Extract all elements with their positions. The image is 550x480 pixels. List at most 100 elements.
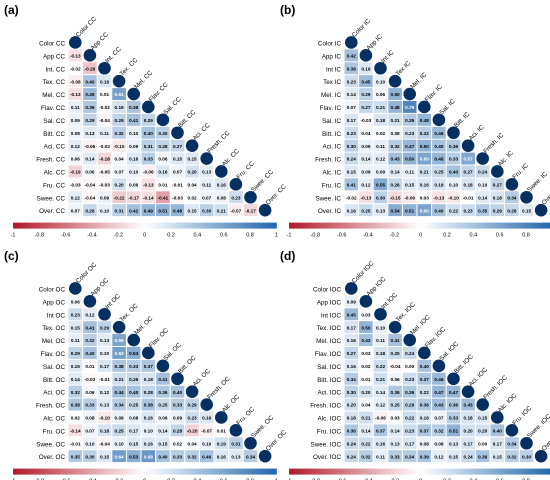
correlation-cell — [170, 450, 185, 463]
correlation-cell — [68, 308, 83, 321]
correlation-cell — [402, 398, 417, 411]
correlation-value: 0.21 — [391, 118, 401, 123]
correlation-cell — [373, 372, 388, 385]
correlation-value: 0.41 — [158, 377, 168, 382]
colorbar-segment — [543, 222, 549, 229]
correlation-value: 0.04 — [115, 157, 125, 162]
colorbar-tick-label: 0.6 — [496, 233, 504, 239]
correlation-value: 0.08 — [129, 416, 139, 421]
correlation-cell — [519, 450, 534, 463]
correlation-value: 0.15 — [493, 454, 503, 459]
correlation-value: 0.50 — [420, 144, 430, 149]
diagonal-circle — [142, 100, 155, 114]
colorbar-segment — [153, 468, 159, 475]
row-label: Flav. IOC — [315, 351, 342, 358]
correlation-cell — [359, 372, 373, 385]
correlation-cell — [214, 450, 229, 463]
correlation-value: 0.21 — [115, 377, 125, 382]
correlation-value: -0.06 — [143, 170, 154, 175]
colorbar-segment — [61, 222, 67, 229]
correlation-cell — [97, 178, 112, 191]
diagonal-label: Mel. IC — [409, 71, 428, 90]
colorbar-segment — [100, 468, 106, 475]
diagonal-label: Flav. CC — [148, 81, 170, 103]
correlation-value: 0.07 — [434, 416, 444, 421]
row-label: Aci. IC — [322, 144, 341, 151]
correlation-cell — [359, 165, 373, 178]
correlation-value: 0.11 — [71, 105, 80, 110]
row-label: Over. IC — [318, 208, 342, 215]
correlation-value: -0.14 — [143, 195, 154, 200]
correlation-value: 0.36 — [449, 403, 459, 408]
correlation-value: 0.43 — [434, 403, 444, 408]
correlation-cell — [68, 49, 83, 62]
correlation-value: 0.08 — [85, 416, 95, 421]
correlation-value: 0.01 — [158, 182, 168, 187]
colorbar-tick-label: 0.2 — [443, 479, 451, 480]
correlation-cell — [185, 450, 199, 463]
row-label: Fru. OC — [43, 428, 66, 435]
correlation-cell — [490, 437, 505, 450]
correlation-value: 0.40 — [173, 390, 183, 395]
correlation-value: 0.30 — [522, 454, 532, 459]
correlation-value: 0.13 — [231, 454, 241, 459]
correlation-value: 0.60 — [420, 157, 430, 162]
correlation-cell — [156, 450, 170, 463]
correlation-value: 0.36 — [347, 428, 357, 433]
correlation-cell — [68, 359, 83, 372]
correlation-cell — [126, 178, 141, 191]
correlation-cell — [112, 334, 126, 346]
colorbar-segment — [223, 222, 229, 229]
correlation-cell — [83, 165, 97, 178]
correlation-cell — [402, 204, 417, 217]
row-label: Alc. IC — [322, 169, 341, 176]
correlation-cell — [141, 152, 156, 165]
colorbar-segment — [39, 468, 45, 475]
colorbar-segment — [407, 468, 413, 475]
colorbar-segment — [258, 222, 264, 229]
correlation-value: 0.24 — [347, 157, 357, 162]
colorbar-segment — [171, 468, 176, 475]
correlation-value: -0.02 — [70, 66, 81, 71]
colorbar-segment — [179, 222, 185, 229]
correlation-cell — [83, 450, 97, 463]
colorbar-segment — [201, 222, 207, 229]
diagonal-label: Bitt. CC — [177, 109, 198, 130]
diagonal-circle — [244, 436, 257, 450]
correlation-value: 0.30 — [347, 144, 357, 149]
correlation-cell — [373, 204, 388, 217]
correlation-value: 0.08 — [217, 195, 227, 200]
correlation-cell — [373, 334, 388, 346]
correlation-cell — [461, 411, 475, 424]
colorbar-segment — [56, 222, 62, 229]
correlation-cell — [417, 191, 432, 204]
correlation-value: 0.40 — [144, 131, 154, 136]
correlation-value: 0.16 — [158, 170, 168, 175]
colorbar-segment — [149, 468, 154, 475]
correlation-cell — [344, 334, 359, 346]
correlation-value: 0.03 — [420, 195, 430, 200]
row-label: Bitt. IOC — [317, 377, 341, 384]
diagonal-circle — [491, 411, 504, 424]
row-label: Fru. CC — [43, 182, 65, 189]
correlation-value: 0.07 — [173, 170, 183, 175]
colorbar-segment — [530, 468, 536, 475]
colorbar-segment — [254, 222, 260, 229]
diagonal-circle — [112, 320, 126, 334]
diagonal-circle — [374, 61, 387, 75]
correlation-value: 0.30 — [376, 195, 386, 200]
colorbar-segment — [258, 468, 264, 475]
correlation-value: 0.57 — [464, 157, 474, 162]
correlation-value: 0.59 — [115, 338, 125, 343]
correlation-value: 0.40 — [85, 79, 95, 84]
correlation-value: 0.12 — [376, 157, 386, 162]
diagonal-label: Flav. IC — [424, 83, 444, 103]
correlation-value: 0.08 — [434, 441, 444, 446]
correlation-value: 0.00 — [405, 364, 415, 369]
colorbar-segment — [495, 222, 501, 229]
correlation-value: 0.10 — [129, 170, 139, 175]
colorbar-tick-label: 0.8 — [522, 479, 530, 480]
correlation-cell — [388, 398, 402, 411]
correlation-cell — [475, 424, 490, 437]
